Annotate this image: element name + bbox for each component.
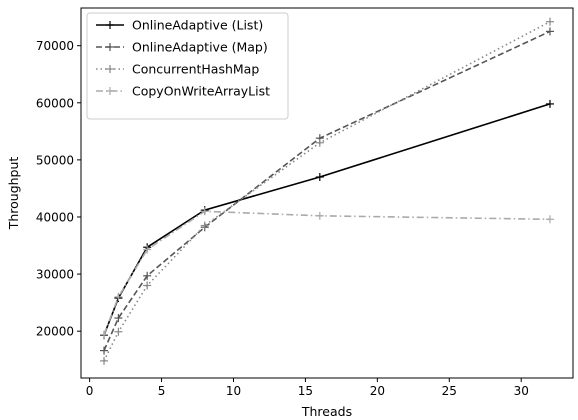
series-0 — [100, 99, 554, 340]
data-point — [545, 27, 554, 36]
legend-box — [86, 12, 289, 120]
data-point — [315, 138, 324, 147]
legend-label: ConcurrentHashMap — [132, 62, 259, 77]
data-point — [143, 271, 152, 280]
x-tick-label: 10 — [226, 384, 241, 398]
x-axis-ticks: 0 5 10 15 20 25 30 — [86, 378, 529, 398]
legend-entry: CopyOnWriteArrayList — [96, 84, 270, 99]
legend-label: OnlineAdaptive (Map) — [132, 40, 268, 55]
legend-entry: ConcurrentHashMap — [96, 62, 259, 77]
data-point — [545, 99, 554, 108]
y-axis-ticks: 20000 30000 40000 50000 60000 70000 — [36, 39, 81, 339]
y-tick-label: 60000 — [36, 96, 74, 110]
y-tick-label: 50000 — [36, 153, 74, 167]
y-tick-label: 40000 — [36, 210, 74, 224]
data-point — [315, 173, 324, 182]
series-line — [103, 210, 551, 335]
data-point — [114, 292, 123, 301]
data-point — [100, 346, 109, 355]
y-tick-label: 70000 — [36, 39, 74, 53]
data-point — [143, 281, 152, 290]
data-point — [200, 221, 209, 230]
data-point — [315, 211, 324, 220]
series-1 — [100, 27, 554, 355]
x-tick-label: 20 — [370, 384, 385, 398]
legend-label: CopyOnWriteArrayList — [132, 84, 270, 99]
data-point — [114, 327, 123, 336]
y-tick-label: 20000 — [36, 325, 74, 339]
data-point — [100, 356, 109, 365]
data-point — [200, 207, 209, 216]
data-point — [100, 330, 109, 339]
x-axis-label: Threads — [301, 404, 352, 419]
x-tick-label: 5 — [158, 384, 166, 398]
x-tick-label: 30 — [514, 384, 529, 398]
legend-entry: OnlineAdaptive (Map) — [96, 40, 268, 55]
plot-frame — [80, 7, 574, 379]
data-point — [114, 314, 123, 323]
plot-series — [100, 17, 554, 365]
series-line — [103, 30, 551, 351]
y-axis-label: Throughput — [6, 157, 21, 231]
legend: OnlineAdaptive (List) OnlineAdaptive (Map… — [86, 12, 289, 120]
series-3 — [100, 207, 554, 339]
data-point — [545, 17, 554, 26]
legend-entry: OnlineAdaptive (List) — [96, 18, 263, 33]
x-tick-label: 25 — [442, 384, 457, 398]
x-tick-label: 0 — [86, 384, 94, 398]
data-point — [545, 215, 554, 224]
x-tick-label: 15 — [298, 384, 313, 398]
data-point — [143, 245, 152, 254]
legend-label: OnlineAdaptive (List) — [132, 18, 263, 33]
y-tick-label: 30000 — [36, 268, 74, 282]
series-line — [103, 20, 551, 362]
series-2 — [100, 17, 554, 365]
